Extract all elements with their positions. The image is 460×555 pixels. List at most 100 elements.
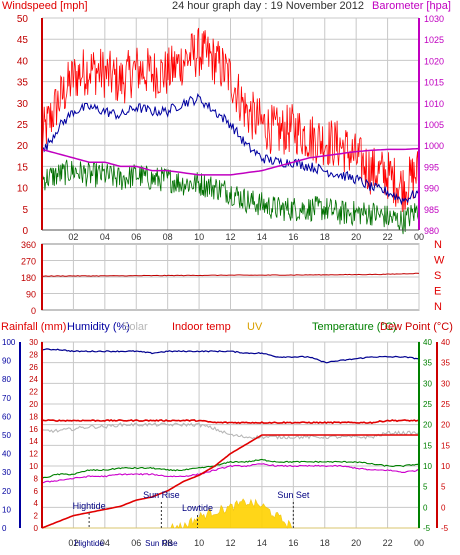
humidity-tick: 60 (2, 412, 11, 421)
humidity-tick: 100 (2, 338, 16, 347)
temp-tick: 35 (423, 359, 432, 368)
compass-label: N (434, 239, 442, 251)
panel-temp-humidity: Rainfall (mm) Humidity (%) Solar Indoor … (1, 321, 453, 548)
rainfall-mm-series-line (41, 434, 419, 529)
event-label: Sun Rise (143, 490, 180, 500)
temp-tick: 5 (423, 483, 428, 492)
wind-series-group (41, 27, 420, 235)
temp-tick: 40 (423, 338, 432, 347)
rain-tick: 2 (34, 512, 39, 521)
compass-label: E (434, 286, 441, 298)
legend-dewpoint: Dew Point (°C) (380, 321, 453, 333)
baro-tick: 985 (424, 205, 439, 215)
humidity-tick: 0 (2, 524, 7, 533)
dew-tick: 35 (441, 359, 450, 368)
rain-tick: 4 (34, 499, 39, 508)
humidity-tick: 50 (2, 431, 11, 440)
dew-tick: 5 (441, 483, 446, 492)
legend-humidity: Humidity (%) (67, 321, 130, 333)
wind-x-tick: 12 (225, 232, 235, 242)
temp-tick: 20 (423, 421, 432, 430)
climate-series-group (41, 348, 420, 529)
rain-tick: 24 (29, 375, 38, 384)
dew-tick-labels: 40 35 30 25 20 15 10 5 0 -5 (441, 338, 450, 533)
climate-x-tick: 22 (383, 538, 393, 548)
dew-point-c-series-line (41, 463, 420, 484)
event-label: Sun Set (277, 490, 310, 500)
uv-area-group (42, 498, 419, 530)
wind-y-tick: 35 (17, 78, 29, 89)
humidity-tick: 10 (2, 505, 11, 514)
direction-series-line (41, 272, 420, 277)
direction-gridlines (42, 244, 420, 310)
indoor-temp-series-line (41, 418, 420, 425)
rain-tick: 14 (29, 437, 38, 446)
wind-x-tick: 18 (320, 232, 330, 242)
rain-tick: 6 (34, 487, 39, 496)
temp-tick: 15 (423, 441, 432, 450)
dew-tick: 0 (441, 503, 446, 512)
compass-label: N (434, 301, 442, 313)
baro-tick: 1030 (424, 14, 444, 24)
rain-tick: 20 (29, 400, 38, 409)
temp-tick: 25 (423, 400, 432, 409)
direction-y-tick: 0 (31, 306, 36, 316)
climate-x-tick: 20 (351, 538, 361, 548)
panel-wind-baro: Windspeed [mph] 24 hour graph day : 19 N… (2, 0, 451, 242)
baro-tick-labels: 1030 1025 1020 1015 1010 1005 1000 995 990 985 980 (424, 14, 444, 236)
baro-tick: 1010 (424, 99, 444, 109)
rain-tick: 16 (29, 425, 38, 434)
humidity-series-line (41, 348, 420, 364)
event-label: Lowtide (182, 503, 213, 513)
climate-x-tick: 12 (225, 538, 235, 548)
humidity-tick: 30 (2, 468, 11, 477)
baro-tick: 1015 (424, 78, 444, 88)
baro-tick: 995 (424, 162, 439, 172)
direction-y-tick: 180 (21, 273, 36, 283)
baro-tick: 980 (424, 226, 439, 236)
rain-tick: 18 (29, 412, 38, 421)
wind-x-tick: 10 (194, 232, 204, 242)
direction-y-tick-labels: 360 270 180 90 0 (21, 240, 36, 316)
climate-x-tick: 06 (131, 538, 141, 548)
barometer-series-line (41, 147, 420, 176)
climate-x-tick: 00 (414, 538, 424, 548)
dew-tick: 30 (441, 379, 450, 388)
rain-tick: 26 (29, 363, 38, 372)
legend-uv: UV (247, 321, 263, 333)
temperature-c-series-line (41, 458, 420, 480)
dew-tick: -5 (441, 524, 449, 533)
rain-tick: 22 (29, 388, 38, 397)
wind-y-tick: 45 (17, 35, 29, 46)
page-title: 24 hour graph day : 19 November 2012 (172, 0, 364, 12)
legend-solar: Solar (122, 321, 148, 333)
rain-tick: 30 (29, 338, 38, 347)
uv-area (42, 498, 419, 530)
climate-x-tick: 04 (100, 538, 110, 548)
temp-tick: -5 (423, 524, 431, 533)
climate-x-tick: 08 (163, 538, 173, 548)
wind-y-tick: 30 (17, 99, 29, 110)
legend-indoor: Indoor temp (172, 321, 231, 333)
rain-tick: 8 (34, 474, 39, 483)
gust-series-line (41, 27, 420, 213)
wind-x-tick: 04 (100, 232, 110, 242)
baro-tick: 1025 (424, 35, 444, 45)
legend-rainfall: Rainfall (mm) (1, 321, 66, 333)
rain-tick: 10 (29, 462, 38, 471)
low-wind-series-line (41, 159, 420, 235)
wind-y-tick: 20 (17, 141, 29, 152)
temp-tick-labels: 40 35 30 25 20 15 10 5 0 -5 (423, 338, 432, 533)
climate-x-tick: 02 (68, 538, 78, 548)
compass-label: W (434, 255, 445, 267)
dew-tick: 25 (441, 400, 450, 409)
climate-x-tick-labels: 02 04 06 08 10 12 14 16 18 20 22 00 Hightide Sun Rise (68, 538, 424, 548)
climate-x-tick: 10 (194, 538, 204, 548)
wind-y-tick: 25 (17, 120, 29, 131)
